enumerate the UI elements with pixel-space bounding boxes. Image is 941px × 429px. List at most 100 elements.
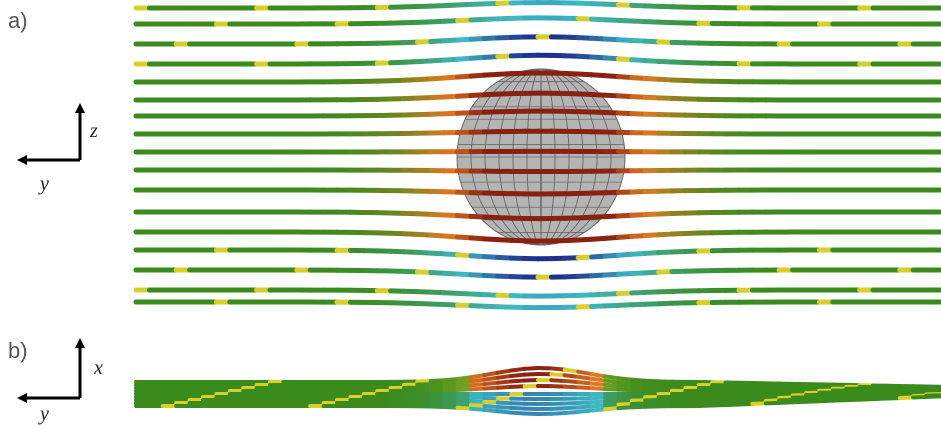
streamline-segment (455, 383, 473, 389)
streamline-segment (589, 376, 607, 383)
streamline-segment (549, 372, 567, 378)
streamline-segment (603, 382, 621, 388)
streamline-segment (442, 405, 460, 410)
streamline-segment (696, 403, 715, 409)
streamline-segment (549, 411, 567, 416)
streamline-segment (442, 384, 460, 389)
streamline-segment (509, 410, 527, 416)
streamline-segment (897, 395, 916, 401)
streamline-segment (562, 378, 581, 385)
streamline-segment (576, 404, 594, 410)
streamline-segment (804, 399, 822, 404)
streamline-segment (562, 367, 581, 374)
y-axis-label: y (38, 173, 49, 195)
streamline-segment (442, 401, 460, 407)
streamline-segment (549, 366, 567, 372)
streamline-segment (495, 373, 514, 380)
streamline-segment (469, 403, 487, 408)
streamline-segment (777, 400, 795, 405)
z-axis-label: z (89, 120, 98, 142)
streamline-segment (495, 379, 514, 385)
streamline-segment (442, 377, 460, 383)
streamline-segment (603, 386, 621, 392)
streamline-segment (482, 407, 500, 414)
streamline-segment (549, 406, 567, 411)
streamline-segment (428, 378, 447, 384)
x-axis-label: x (93, 357, 103, 379)
axes-triad-a: z y (17, 103, 98, 195)
streamline-segment (576, 400, 594, 405)
streamline-segment (562, 400, 581, 406)
sphere-grid (457, 68, 625, 246)
streamline-segment (455, 405, 473, 411)
streamline-segment (562, 409, 581, 416)
streamline-segment (871, 396, 889, 402)
streamline-segment (589, 386, 607, 391)
streamline-segment (616, 380, 634, 386)
panel-b: b) x y (8, 338, 941, 425)
streamline-segment (495, 384, 514, 390)
streamline-segment (562, 373, 581, 379)
streamline-segment (884, 396, 902, 401)
streamline-segment (442, 380, 460, 386)
streamline-segment (562, 405, 581, 411)
streamline-segment (629, 377, 648, 383)
streamline-segment (603, 402, 621, 408)
streamline-segment (428, 381, 447, 387)
streamline-segment (576, 369, 594, 377)
streamline-segment (790, 399, 808, 405)
streamline-segment (616, 383, 634, 389)
streamline-segment (455, 402, 473, 408)
streamlines-a-background (133, 0, 941, 311)
streamline-segment (750, 401, 768, 406)
streamline-segment (603, 374, 621, 381)
streamline-segment (576, 385, 594, 391)
streamline-segment (911, 394, 929, 400)
streamline-segment (469, 382, 487, 388)
panel-a-label: a) (8, 8, 28, 33)
streamline-segment (495, 368, 514, 375)
streamline-segment (589, 381, 607, 387)
streamline-segment (603, 378, 621, 385)
streamline-segment (455, 379, 473, 385)
streamline-segment (509, 405, 527, 411)
streamline-segment (763, 400, 782, 406)
streamline-segment (603, 406, 621, 412)
streamline-segment (509, 366, 527, 373)
streamlines-b (134, 366, 941, 416)
streamline-segment (455, 387, 473, 392)
streamline-segment (616, 405, 634, 411)
streamline-segment (482, 375, 500, 382)
streamline-segment (482, 385, 500, 391)
streamline-segment (455, 375, 473, 382)
streamline-segment (723, 402, 741, 407)
streamline-segment (924, 394, 941, 399)
streamline-segment (629, 384, 648, 390)
streamline-segment (495, 400, 514, 406)
panel-b-label: b) (8, 338, 28, 363)
streamline-segment (482, 380, 500, 387)
streamline-segment (710, 402, 728, 408)
streamline-segment (522, 366, 540, 371)
streamline-segment (589, 399, 607, 405)
streamline-segment (817, 398, 835, 404)
streamline-segment (482, 370, 500, 378)
streamlines-a-foreground (133, 70, 941, 244)
streamline-segment (844, 397, 862, 403)
sphere-meridian (470, 68, 612, 246)
streamline-segment (522, 372, 540, 377)
streamline-segment (509, 384, 527, 389)
streamline-segment (482, 399, 500, 405)
streamline-segment (603, 399, 621, 404)
streamline-segment (509, 372, 527, 378)
streamline-segment (469, 377, 487, 384)
panel-a: a) z y (8, 0, 941, 311)
streamline-segment (589, 372, 607, 379)
streamline-segment (469, 399, 487, 404)
streamline-segment (589, 407, 607, 413)
streamline-segment (629, 381, 648, 387)
streamline-segment (469, 373, 487, 380)
streamline-segment (830, 398, 849, 403)
streamline-segment (495, 409, 514, 415)
